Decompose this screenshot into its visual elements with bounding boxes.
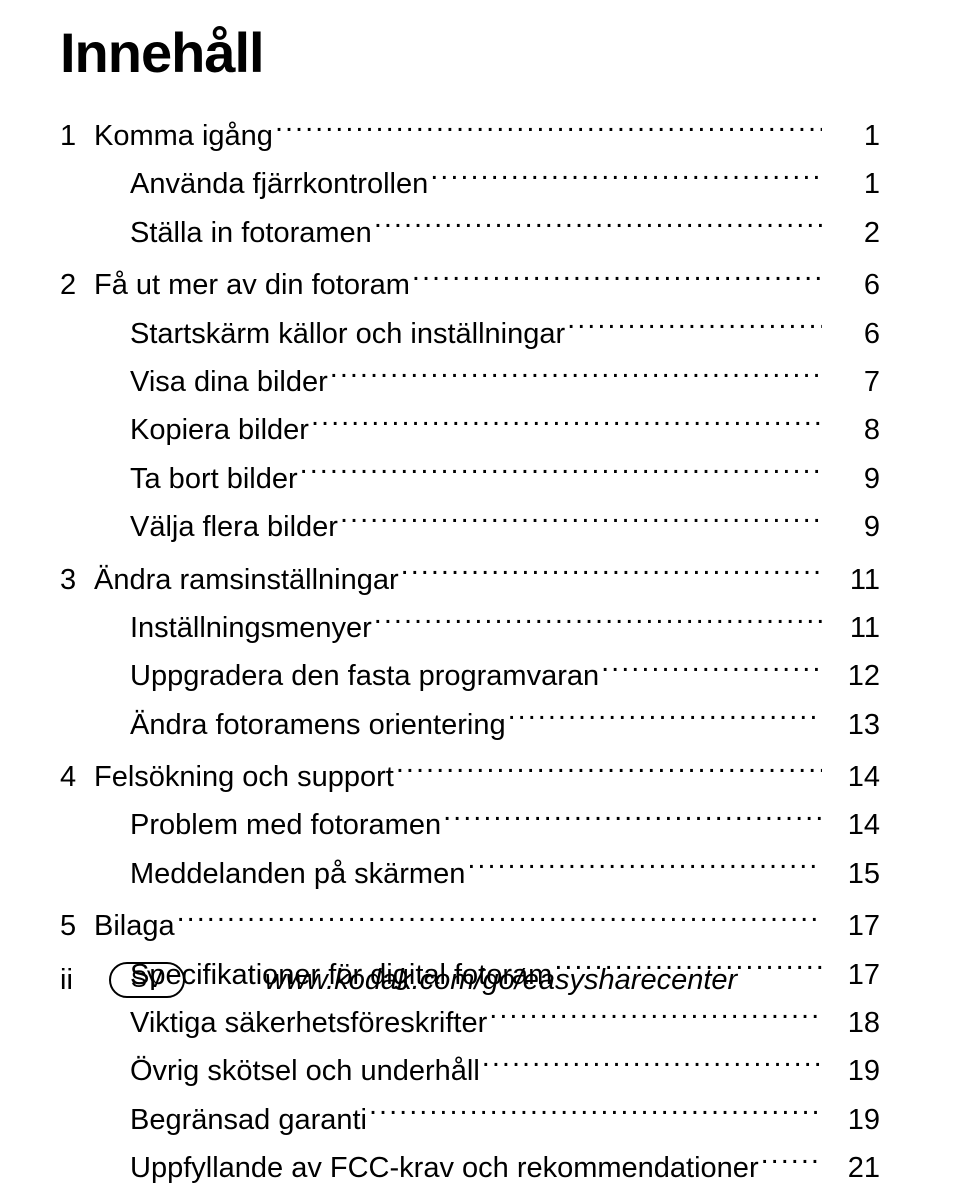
toc-chapter-row: 3Ändra ramsinställningar 11 bbox=[60, 557, 880, 603]
toc-chapter-page: 14 bbox=[824, 754, 880, 800]
toc-leader bbox=[567, 311, 822, 343]
toc-sub-page: 9 bbox=[824, 456, 880, 502]
toc-leader bbox=[311, 407, 822, 439]
footer-page-number: ii bbox=[60, 964, 73, 997]
toc-sub-row: Viktiga säkerhetsföreskrifter 18 bbox=[60, 1000, 880, 1046]
toc-sub-page: 12 bbox=[824, 653, 880, 699]
toc-sub-label: Viktiga säkerhetsföreskrifter bbox=[130, 1000, 487, 1046]
toc-sub-label: Inställningsmenyer bbox=[130, 605, 372, 651]
toc-chapter-row: 2Få ut mer av din fotoram 6 bbox=[60, 262, 880, 308]
toc-sub-label: Ställa in fotoramen bbox=[130, 210, 372, 256]
toc-sub-label: Övrig skötsel och underhåll bbox=[130, 1048, 480, 1094]
toc-sub-page: 9 bbox=[824, 504, 880, 550]
toc-sub-row: Ändra fotoramens orientering 13 bbox=[60, 702, 880, 748]
toc-sub-page: 1 bbox=[824, 161, 880, 207]
toc-chapter-number: 4 bbox=[60, 754, 94, 800]
toc-chapter-label: Bilaga bbox=[94, 903, 175, 949]
toc-sub-label: Problem med fotoramen bbox=[130, 802, 441, 848]
toc-leader bbox=[467, 851, 822, 883]
toc-sub-row: Kopiera bilder 8 bbox=[60, 407, 880, 453]
toc-sub-row: Problem med fotoramen 14 bbox=[60, 802, 880, 848]
toc-leader bbox=[396, 754, 822, 786]
toc-sub-page: 11 bbox=[824, 605, 880, 651]
toc-sub-page: 13 bbox=[824, 702, 880, 748]
toc-sub-label: Välja flera bilder bbox=[130, 504, 338, 550]
toc-sub-label: Använda fjärrkontrollen bbox=[130, 161, 428, 207]
toc-leader bbox=[330, 359, 822, 391]
toc-sub-row: Startskärm källor och inställningar 6 bbox=[60, 311, 880, 357]
toc-sub-row: Ta bort bilder 9 bbox=[60, 456, 880, 502]
toc-sub-row: Övrig skötsel och underhåll 19 bbox=[60, 1048, 880, 1094]
toc-leader bbox=[482, 1049, 822, 1081]
toc-chapter-page: 1 bbox=[824, 113, 880, 159]
toc-chapter-page: 11 bbox=[824, 557, 880, 603]
toc-leader bbox=[430, 162, 822, 194]
toc-sub-page: 18 bbox=[824, 1000, 880, 1046]
toc-sub-label: Ta bort bilder bbox=[130, 456, 298, 502]
language-pill: SV bbox=[109, 962, 185, 998]
toc-chapter-number: 3 bbox=[60, 557, 94, 603]
toc-sub-row: Uppgradera den fasta programvaran 12 bbox=[60, 653, 880, 699]
page-footer: ii SV www.kodak.com/go/easysharecenter bbox=[60, 962, 880, 998]
toc-sub-row: Ställa in fotoramen 2 bbox=[60, 210, 880, 256]
toc-sub-page: 7 bbox=[824, 359, 880, 405]
toc-chapter-row: 5Bilaga 17 bbox=[60, 903, 880, 949]
footer-url: www.kodak.com/go/easysharecenter bbox=[265, 964, 737, 997]
toc-chapter-label: Få ut mer av din fotoram bbox=[94, 262, 410, 308]
toc-sub-page: 21 bbox=[824, 1145, 880, 1191]
toc-chapter-page: 6 bbox=[824, 262, 880, 308]
toc-sub-row: Välja flera bilder 9 bbox=[60, 504, 880, 550]
toc-sub-label: Uppfyllande av FCC-krav och rekommendati… bbox=[130, 1145, 759, 1191]
toc-leader bbox=[177, 903, 822, 935]
toc-sub-label: Begränsad garanti bbox=[130, 1097, 367, 1143]
toc-sub-row: Använda fjärrkontrollen 1 bbox=[60, 161, 880, 207]
toc-sub-page: 19 bbox=[824, 1097, 880, 1143]
toc-leader bbox=[401, 557, 822, 589]
toc-sub-row: Inställningsmenyer 11 bbox=[60, 605, 880, 651]
toc-chapter-number: 2 bbox=[60, 262, 94, 308]
toc-leader bbox=[340, 504, 822, 536]
toc-leader bbox=[508, 702, 822, 734]
table-of-contents: 1Komma igång1Använda fjärrkontrollen1Stä… bbox=[60, 113, 880, 1192]
toc-sub-row: Begränsad garanti 19 bbox=[60, 1097, 880, 1143]
toc-sub-row: Uppfyllande av FCC-krav och rekommendati… bbox=[60, 1145, 880, 1191]
toc-chapter-number: 5 bbox=[60, 903, 94, 949]
toc-sub-page: 15 bbox=[824, 851, 880, 897]
toc-sub-page: 6 bbox=[824, 311, 880, 357]
toc-sub-page: 8 bbox=[824, 407, 880, 453]
toc-leader bbox=[761, 1145, 822, 1177]
toc-leader bbox=[489, 1000, 822, 1032]
toc-leader bbox=[369, 1097, 822, 1129]
toc-leader bbox=[443, 803, 822, 835]
toc-chapter-label: Felsökning och support bbox=[94, 754, 394, 800]
page-title: Innehåll bbox=[60, 20, 880, 85]
toc-leader bbox=[412, 262, 822, 294]
toc-sub-page: 2 bbox=[824, 210, 880, 256]
toc-leader bbox=[601, 653, 822, 685]
toc-sub-label: Uppgradera den fasta programvaran bbox=[130, 653, 599, 699]
toc-sub-row: Meddelanden på skärmen 15 bbox=[60, 851, 880, 897]
toc-leader bbox=[275, 113, 822, 145]
toc-sub-label: Kopiera bilder bbox=[130, 407, 309, 453]
toc-chapter-label: Ändra ramsinställningar bbox=[94, 557, 399, 603]
toc-chapter-row: 1Komma igång1 bbox=[60, 113, 880, 159]
toc-sub-label: Meddelanden på skärmen bbox=[130, 851, 465, 897]
toc-leader bbox=[374, 605, 822, 637]
toc-chapter-page: 17 bbox=[824, 903, 880, 949]
toc-sub-page: 19 bbox=[824, 1048, 880, 1094]
toc-chapter-number: 1 bbox=[60, 113, 94, 159]
toc-sub-label: Visa dina bilder bbox=[130, 359, 328, 405]
toc-leader bbox=[300, 456, 822, 488]
toc-sub-label: Startskärm källor och inställningar bbox=[130, 311, 565, 357]
toc-sub-row: Visa dina bilder 7 bbox=[60, 359, 880, 405]
toc-sub-page: 14 bbox=[824, 802, 880, 848]
toc-sub-label: Ändra fotoramens orientering bbox=[130, 702, 506, 748]
toc-leader bbox=[374, 210, 822, 242]
toc-chapter-label: Komma igång bbox=[94, 113, 273, 159]
toc-chapter-row: 4Felsökning och support 14 bbox=[60, 754, 880, 800]
